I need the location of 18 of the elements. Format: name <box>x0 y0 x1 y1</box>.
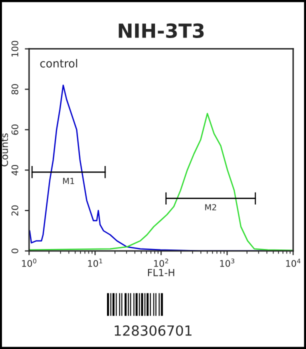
series-label: M2 <box>205 204 216 210</box>
text: 128306701 <box>114 325 192 336</box>
y-tick-label: 40 <box>11 164 18 176</box>
y-tick-label: 60 <box>11 124 18 135</box>
x-tick-label: 10$^{4}$ <box>286 258 300 267</box>
y-tick-label: 80 <box>11 84 18 94</box>
chart-title: NIH-3T3 <box>118 23 204 38</box>
y-axis-title: Counts <box>0 133 8 166</box>
y-tick-label: 100 <box>11 40 18 56</box>
x-tick-label: 10$^{0}$ <box>22 258 36 267</box>
x-tick-label: 10$^{1}$ <box>88 258 102 267</box>
x-tick-label: 10$^{2}$ <box>154 258 168 267</box>
x-axis-title: FL1-H <box>148 268 174 276</box>
y-tick-label: 0 <box>11 248 18 254</box>
series-label: M1 <box>63 178 74 184</box>
y-tick-label: 20 <box>11 205 18 216</box>
annotation: control <box>40 58 78 68</box>
x-tick-label: 10$^{3}$ <box>220 258 234 267</box>
